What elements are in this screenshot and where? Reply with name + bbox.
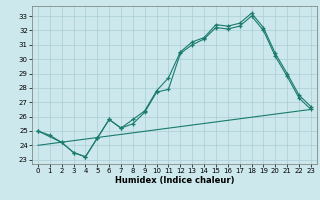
X-axis label: Humidex (Indice chaleur): Humidex (Indice chaleur) [115, 176, 234, 185]
